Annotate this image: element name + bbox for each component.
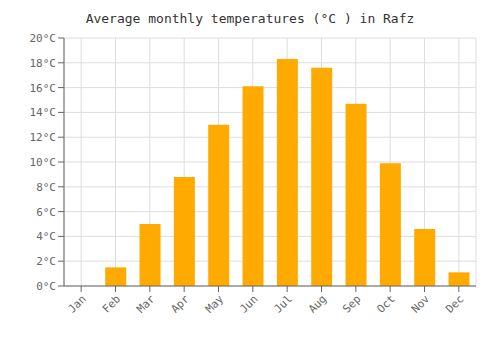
svg-text:14°C: 14°C <box>30 106 57 119</box>
svg-text:0°C: 0°C <box>36 280 56 293</box>
svg-text:12°C: 12°C <box>30 131 57 144</box>
svg-text:8°C: 8°C <box>36 181 56 194</box>
svg-text:Apr: Apr <box>169 292 193 316</box>
svg-text:Nov: Nov <box>409 292 433 316</box>
svg-text:18°C: 18°C <box>30 57 57 70</box>
svg-text:20°C: 20°C <box>30 32 57 45</box>
svg-text:Aug: Aug <box>306 292 329 315</box>
svg-text:2°C: 2°C <box>36 255 56 268</box>
svg-text:May: May <box>203 292 227 316</box>
svg-text:4°C: 4°C <box>36 230 56 243</box>
svg-text:10°C: 10°C <box>30 156 57 169</box>
svg-text:Jan: Jan <box>66 292 89 315</box>
svg-text:Oct: Oct <box>375 292 398 315</box>
svg-text:16°C: 16°C <box>30 82 57 95</box>
svg-text:Sep: Sep <box>340 292 363 315</box>
html-text:Average monthly temperatures (: Average monthly temperatures (°C ) in Ra… <box>85 11 415 26</box>
svg-text:Jul: Jul <box>272 292 295 315</box>
svg-text:Jun: Jun <box>237 292 260 315</box>
svg-text:Dec: Dec <box>443 292 466 315</box>
svg-text:Mar: Mar <box>134 292 158 316</box>
svg-text:6°C: 6°C <box>36 206 56 219</box>
svg-text:Feb: Feb <box>100 292 123 315</box>
